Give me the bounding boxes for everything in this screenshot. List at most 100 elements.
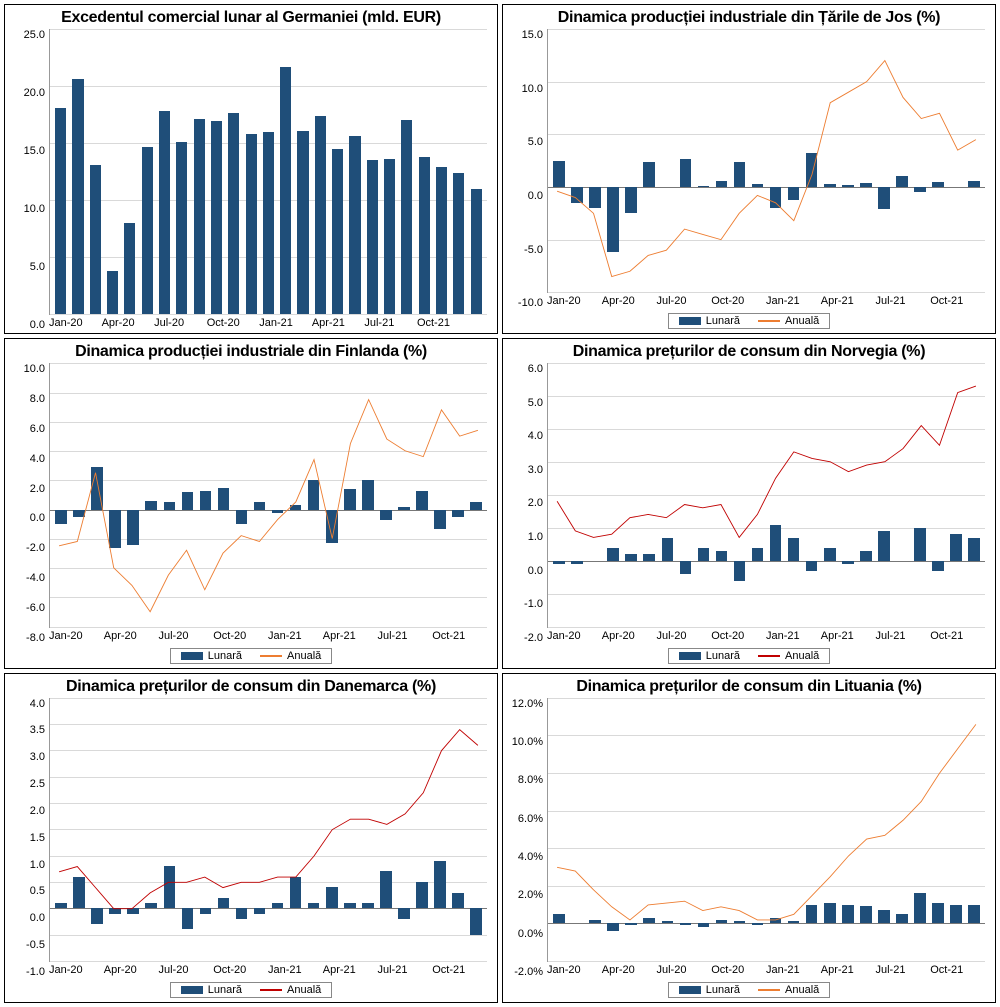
bar [159,111,170,314]
x-tick-label: Oct-21 [417,317,470,331]
legend-box: LunarăAnuală [170,982,333,998]
bar [90,165,101,315]
line-layer [548,363,985,626]
chart-area: 15.010.05.00.0-5.0-10.0Jan-20Apr-20Jul-2… [503,27,995,311]
bar [124,223,135,314]
bar [280,67,291,315]
bar-slot [398,29,415,314]
gridline [548,627,985,628]
bar [194,119,205,314]
bar [107,271,118,314]
panel-lt-cpi: Dinamica prețurilor de consum din Lituan… [502,673,996,1003]
gridline [50,961,487,962]
panel-dk-cpi: Dinamica prețurilor de consum din Danema… [4,673,498,1003]
y-tick-label: 6.0 [11,423,45,435]
y-tick-label: 3.0 [11,751,45,763]
bar-slot [242,29,259,314]
bar [401,120,412,314]
series-line [557,724,976,920]
y-tick-label: 4.0 [509,430,543,442]
legend-item-bar: Lunară [679,315,740,327]
bar [263,132,274,315]
legend: LunarăAnuală [5,980,497,1002]
gridline [548,292,985,293]
bar-slot [416,29,433,314]
plot [49,363,487,627]
y-tick-label: 2.0 [11,483,45,495]
legend-label: Anuală [785,315,819,327]
x-tick-label: Oct-20 [711,295,766,309]
x-tick-label: Jul-20 [159,964,214,978]
x-tick-label: Jul-21 [378,630,433,644]
y-tick-label: -10.0 [509,297,543,309]
panel-title: Dinamica producției industriale din Țări… [503,5,995,27]
x-tick-label: Jul-21 [876,295,931,309]
x-tick-label: Oct-21 [432,964,487,978]
y-tick-label: 6.0 [509,363,543,375]
bar-slot [433,29,450,314]
y-tick-label: 10.0 [509,83,543,95]
chart-area: 12.0%10.0%8.0%6.0%4.0%2.0%0.0%-2.0%Jan-2… [503,696,995,980]
line-layer [50,698,487,961]
bar-slot [156,29,173,314]
bar-slot [294,29,311,314]
legend-label: Lunară [706,315,740,327]
y-tick-label: 15.0 [11,145,45,157]
y-tick-label: 12.0% [509,698,543,710]
y-tick-label: 15.0 [509,29,543,41]
gridline [50,314,487,315]
y-axis: 4.03.53.02.52.01.51.00.50.0-0.5-1.0 [9,698,49,978]
legend-item-bar: Lunară [679,984,740,996]
x-tick-label: Oct-20 [213,964,268,978]
panel-no-cpi: Dinamica prețurilor de consum din Norveg… [502,338,996,668]
gridline [50,627,487,628]
y-tick-label: 5.0 [11,261,45,273]
y-tick-label: 8.0 [11,393,45,405]
legend-item-line: Anuală [758,650,819,662]
bar-slot [173,29,190,314]
x-tick-label: Jan-21 [766,964,821,978]
series-line [557,61,976,277]
gridline [548,961,985,962]
plot [49,29,487,315]
y-tick-label: 1.5 [11,832,45,844]
x-tick-label: Jan-20 [49,317,102,331]
y-tick-label: 0.0 [11,912,45,924]
y-tick-label: 0.0 [11,512,45,524]
x-tick-label: Jul-20 [159,630,214,644]
x-tick-label: Jul-20 [657,630,712,644]
y-tick-label: 2.0 [509,497,543,509]
legend: LunarăAnuală [5,646,497,668]
y-axis: 10.08.06.04.02.00.0-2.0-4.0-6.0-8.0 [9,363,49,643]
x-tick-label: Jan-21 [268,630,323,644]
legend-item-line: Anuală [758,984,819,996]
bar [436,167,447,314]
x-tick-label: Apr-20 [104,964,159,978]
y-tick-label: 4.0% [509,851,543,863]
chart-area: 6.05.04.03.02.01.00.0-1.0-2.0Jan-20Apr-2… [503,361,995,645]
bar [72,79,83,314]
x-tick-label: Apr-20 [102,317,155,331]
line-layer [50,363,487,626]
bar [419,157,430,315]
bar-slot [450,29,467,314]
legend-label: Lunară [706,650,740,662]
legend: Lunară Anuală [503,980,995,1002]
x-tick-label: Jan-21 [766,630,821,644]
plot [547,29,985,293]
y-tick-label: 0.0 [509,565,543,577]
x-tick-label: Oct-20 [711,964,766,978]
plot [547,363,985,627]
y-axis: 25.020.015.010.05.00.0 [9,29,49,331]
y-tick-label: 4.0 [11,453,45,465]
panel-title: Dinamica prețurilor de consum din Lituan… [503,674,995,696]
y-axis: 6.05.04.03.02.01.00.0-1.0-2.0 [507,363,547,643]
bar [453,173,464,315]
y-tick-label: -1.0 [11,966,45,978]
y-axis: 15.010.05.00.0-5.0-10.0 [507,29,547,309]
y-tick-label: -5.0 [509,244,543,256]
x-tick-label: Apr-20 [602,630,657,644]
x-tick-label: Apr-20 [602,295,657,309]
bar-slot [87,29,104,314]
bar-slot [381,29,398,314]
